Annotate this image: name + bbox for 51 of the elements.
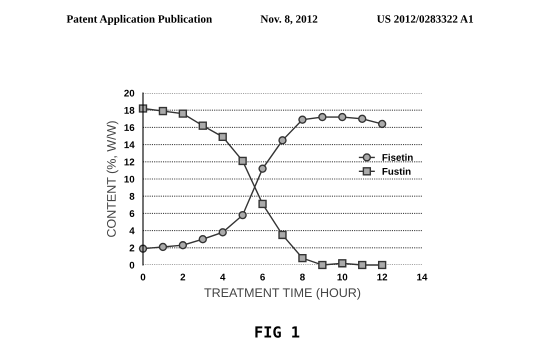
point (338, 259, 346, 268)
y-tick-label: 10 (124, 176, 134, 183)
x-axis-title: TREATMENT TIME (HOUR) (204, 288, 360, 300)
point (318, 260, 327, 270)
point (298, 254, 307, 262)
x-tick-label: 0 (140, 274, 146, 280)
point (158, 106, 168, 116)
point (198, 235, 207, 244)
point (258, 200, 267, 208)
point (298, 115, 307, 124)
text: US 2012/0283322 A1 (376, 15, 474, 23)
y-tick-label: 14 (124, 141, 135, 148)
legend-label: Fustin (382, 168, 410, 175)
x-tick-label: 8 (300, 274, 305, 280)
y-tick-label: 8 (130, 192, 134, 200)
y-tick-label: 6 (130, 210, 134, 218)
point (278, 230, 287, 240)
point (178, 241, 188, 250)
x-tick-label: 14 (417, 274, 428, 280)
point (358, 114, 366, 123)
text: Patent Application Publication (66, 14, 212, 25)
y-tick-label: 0 (130, 262, 134, 269)
y-tick-label: 20 (124, 90, 134, 97)
y-axis-title: CONTENT (%, W/W) (106, 121, 118, 237)
point (238, 210, 247, 220)
point (178, 109, 188, 118)
legend-label: Fisetin (382, 154, 413, 161)
x-tick-label: 4 (220, 274, 226, 280)
point (338, 112, 346, 122)
y-tick-label: 16 (124, 124, 134, 132)
point (158, 242, 168, 252)
text: Nov. 8, 2012 (260, 15, 318, 24)
x-tick-label: 12 (377, 274, 388, 280)
y-tick-label: 12 (124, 158, 134, 166)
y-tick-label: 4 (129, 227, 135, 234)
point (318, 112, 327, 122)
point (218, 228, 227, 236)
point (378, 260, 386, 270)
y-tick-label: 18 (124, 106, 134, 114)
point (238, 156, 247, 166)
y-tick-label: 2 (130, 244, 134, 252)
point (258, 164, 267, 173)
point (278, 136, 287, 144)
x-tick-label: 2 (180, 274, 186, 280)
caption: FIG 1 (255, 326, 300, 338)
x-tick-label: 10 (337, 274, 348, 280)
point (378, 120, 386, 128)
x-tick-label: 6 (260, 274, 265, 280)
point (218, 132, 227, 142)
point (198, 122, 207, 130)
point (358, 260, 366, 270)
